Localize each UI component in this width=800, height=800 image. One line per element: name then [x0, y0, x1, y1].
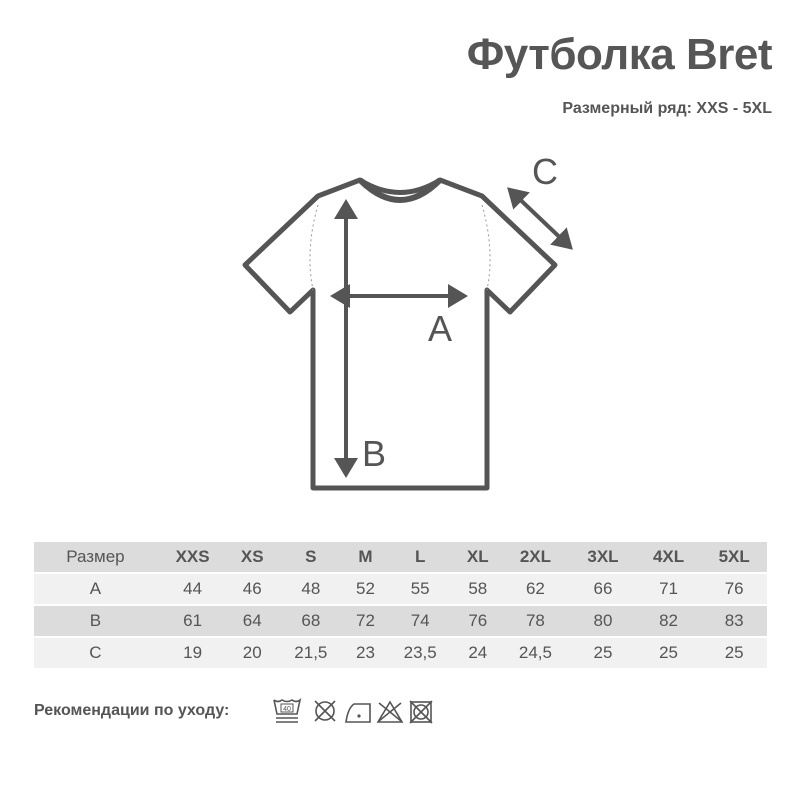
table-cell: 19 [156, 638, 229, 668]
table-cell: 48 [276, 574, 346, 604]
table-cell: 61 [156, 606, 229, 636]
arrow-c [507, 187, 573, 250]
iron-low-icon [345, 703, 371, 723]
care-label: Рекомендации по уходу: [34, 702, 230, 719]
table-cell: 78 [500, 606, 571, 636]
table-cell: 55 [385, 574, 455, 604]
table-cell: 25 [635, 638, 702, 668]
table-cell: 25 [570, 638, 636, 668]
table-cell: 23,5 [385, 638, 455, 668]
seam-left [309, 204, 319, 291]
table-cell: 76 [701, 574, 767, 604]
product-title: Футболка Bret [466, 30, 773, 79]
tshirt-outline [242, 177, 558, 491]
size-range: Размерный ряд: XXS - 5XL [562, 100, 772, 117]
table-cell: 46 [228, 574, 277, 604]
wash-40-gentle-icon: 40 [273, 698, 302, 723]
table-cell: 66 [570, 574, 636, 604]
row-label: A [34, 574, 157, 604]
table-cell: 62 [500, 574, 571, 604]
no-dry-clean-icon [409, 700, 433, 724]
header-cell: XS [228, 542, 277, 572]
tshirt-diagram: A B C [242, 151, 573, 491]
size-table: Размер XXS XS S M L XL 2XL 3XL 4XL 5XL A… [34, 540, 767, 670]
header-cell: XXS [156, 542, 229, 572]
header-cell: M [345, 542, 386, 572]
row-label: C [34, 638, 157, 668]
header-cell: 4XL [635, 542, 702, 572]
table-cell: 68 [276, 606, 346, 636]
label-c: C [532, 151, 558, 192]
table-cell: 64 [228, 606, 277, 636]
table-cell: 25 [701, 638, 767, 668]
no-tumble-dry-icon [314, 700, 336, 722]
table-cell: 58 [454, 574, 501, 604]
header-cell: 2XL [500, 542, 571, 572]
table-cell: 23 [345, 638, 386, 668]
table-row-b: B 61 64 68 72 74 76 78 80 82 83 [34, 606, 767, 636]
header-cell: 5XL [701, 542, 767, 572]
table-header: Размер XXS XS S M L XL 2XL 3XL 4XL 5XL [34, 542, 767, 572]
table-cell: 24,5 [500, 638, 571, 668]
table-row-a: A 44 46 48 52 55 58 62 66 71 76 [34, 574, 767, 604]
table-cell: 24 [454, 638, 501, 668]
collar [357, 177, 443, 203]
header-cell: XL [454, 542, 501, 572]
table-cell: 72 [345, 606, 386, 636]
header-cell: Размер [34, 542, 157, 572]
seam-right [481, 204, 491, 291]
no-bleach-icon [376, 700, 404, 723]
table-cell: 21,5 [276, 638, 346, 668]
table-cell: 80 [570, 606, 636, 636]
table-cell: 83 [701, 606, 767, 636]
label-b: B [362, 433, 386, 474]
svg-text:40: 40 [283, 706, 291, 713]
table-cell: 76 [454, 606, 501, 636]
table-cell: 71 [635, 574, 702, 604]
table-cell: 82 [635, 606, 702, 636]
table-row-c: C 19 20 21,5 23 23,5 24 24,5 25 25 25 [34, 638, 767, 668]
header-cell: L [385, 542, 455, 572]
table-cell: 74 [385, 606, 455, 636]
table-cell: 52 [345, 574, 386, 604]
table-cell: 44 [156, 574, 229, 604]
table-cell: 20 [228, 638, 277, 668]
label-a: A [428, 308, 452, 349]
header-cell: 3XL [570, 542, 636, 572]
header-cell: S [276, 542, 346, 572]
row-label: B [34, 606, 157, 636]
care-icons: 40 [273, 698, 433, 724]
